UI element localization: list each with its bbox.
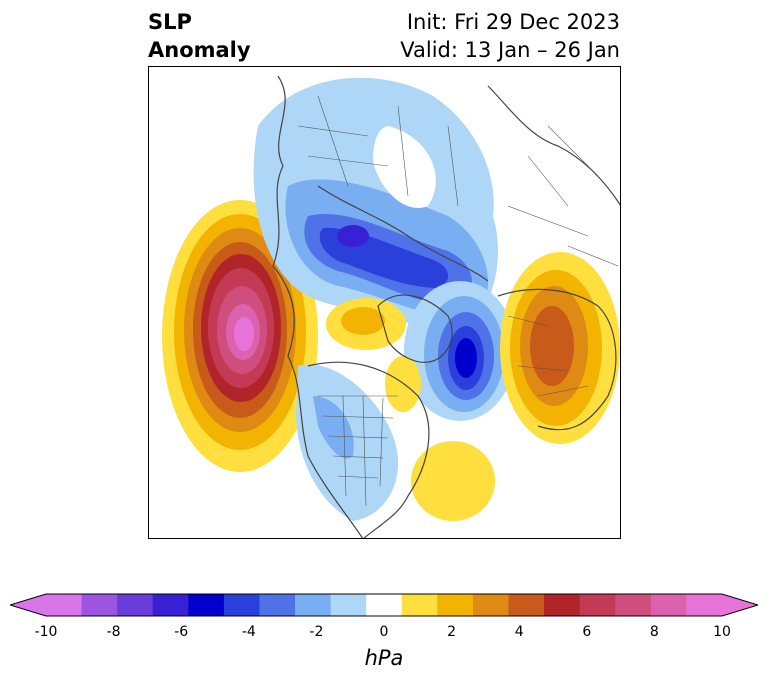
colorbar-cell: [508, 594, 545, 616]
colorbar-cell: [117, 594, 154, 616]
canada-high-anomaly: [326, 298, 421, 412]
neutral-pole-area: [373, 126, 436, 208]
colorbar-tick-label: 0: [379, 624, 389, 640]
colorbar-cell: [223, 594, 260, 616]
colorbar-cell: [188, 594, 225, 616]
colorbar-tick-label: -4: [241, 624, 256, 640]
colorbar-cell: [437, 594, 474, 616]
init-date: Init: Fri 29 Dec 2023: [406, 10, 620, 34]
map-title: SLP Anomaly: [148, 8, 251, 64]
title-variable-line1: SLP: [148, 10, 192, 34]
colorbar-extend-high: [722, 594, 758, 616]
colorbar-cell: [544, 594, 581, 616]
colorbar-tick-label: 6: [582, 624, 592, 640]
colorbar-cell: [295, 594, 332, 616]
colorbar-tick-label: 4: [514, 624, 524, 640]
colorbar-extend-low: [10, 594, 46, 616]
colorbar-cell: [472, 594, 510, 616]
colorbar-cell: [46, 594, 83, 616]
colorbar-tick-label: -2: [309, 624, 324, 640]
colorbar-cell: [401, 594, 438, 616]
colorbar-outline: [10, 593, 758, 617]
colorbar-tick-label: 10: [713, 624, 731, 640]
anomaly-map: [148, 66, 621, 539]
colorbar-tick-label: -8: [106, 624, 121, 640]
colorbar-cell: [366, 594, 403, 616]
colorbar-cell: [579, 594, 616, 616]
colorbar-cells: [10, 594, 758, 616]
colorbar-units: hPa: [364, 646, 404, 670]
colorbar-tick-label: -10: [34, 624, 58, 640]
colorbar: [10, 593, 758, 617]
anomaly-fill: [162, 75, 621, 539]
colorbar-cell: [686, 594, 723, 616]
subtropical-high-anomaly: [411, 441, 495, 521]
colorbar-cell: [615, 594, 652, 616]
colorbar-tick-label: 8: [649, 624, 659, 640]
europe-high-anomaly: [500, 252, 620, 444]
north-america-low-anomaly: [296, 364, 399, 521]
title-variable-line2: Anomaly: [148, 38, 251, 62]
colorbar-cell: [259, 594, 296, 616]
map-frame: [148, 66, 621, 539]
colorbar-tick-label: -6: [174, 624, 189, 640]
country-borders: [297, 95, 619, 507]
pacific-high-anomaly: [162, 200, 318, 472]
arctic-low-anomaly: [253, 77, 498, 346]
coastlines: [272, 75, 621, 539]
valid-range: Valid: 13 Jan – 26 Jan: [400, 38, 620, 62]
colorbar-tick-label: 2: [447, 624, 457, 640]
colorbar-cell: [650, 594, 687, 616]
colorbar-cell: [81, 594, 118, 616]
colorbar-cell: [330, 594, 367, 616]
colorbar-cell: [152, 594, 189, 616]
map-dates: Init: Fri 29 Dec 2023 Valid: 13 Jan – 26…: [400, 8, 620, 64]
